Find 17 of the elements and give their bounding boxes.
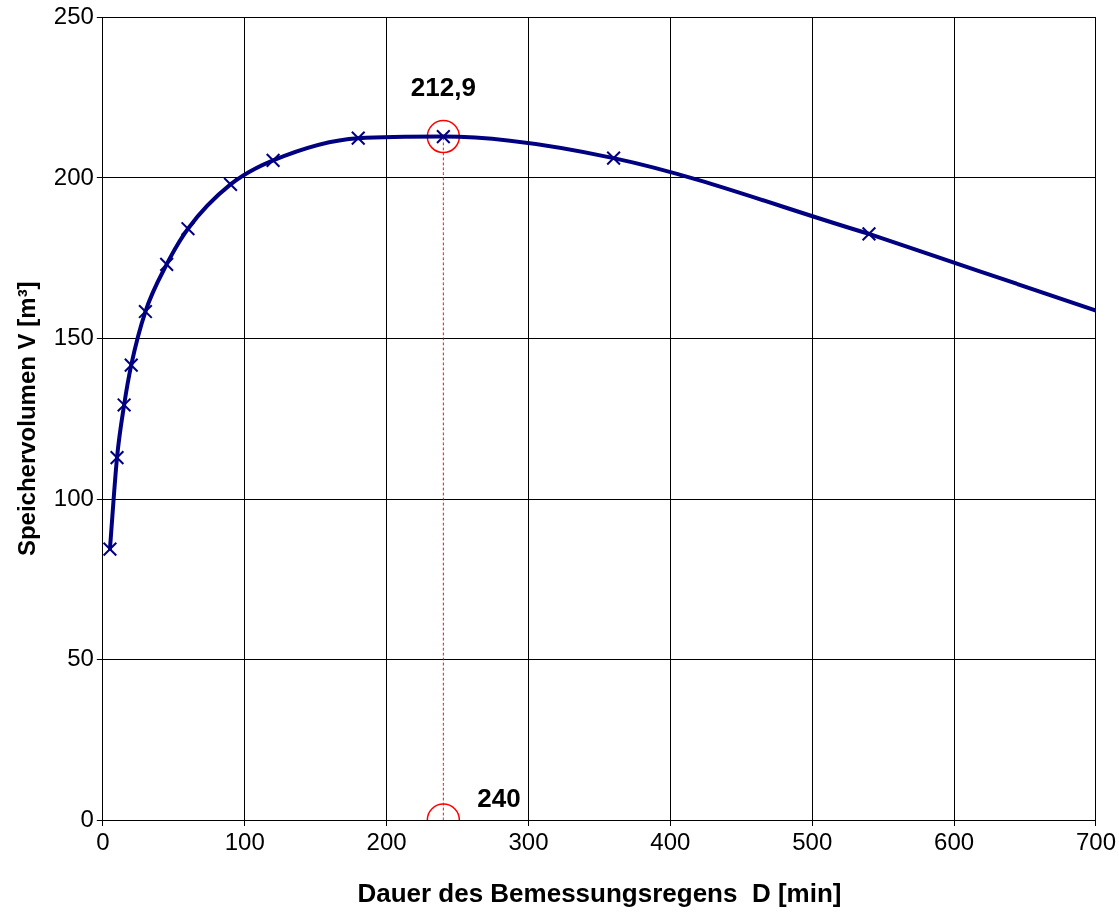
y-tick-label: 250 [53,2,94,30]
x-tick-label: 400 [650,828,691,856]
x-tick-label: 100 [224,828,265,856]
x-tick-label: 700 [1075,828,1116,856]
x-tick-label: 500 [792,828,833,856]
y-tick-label: 150 [53,323,94,351]
x-tick-label: 300 [508,828,549,856]
y-tick-label: 50 [67,644,94,672]
y-tick-label: 100 [53,483,94,511]
annotation: 212,9 [410,71,476,102]
y-tick-label: 0 [80,804,94,832]
y-axis-title: Speichervolumen V [m³] [13,281,41,557]
x-axis-title: Dauer des Bemessungsregens D [min] [357,877,842,908]
x-tick-label: 200 [366,828,407,856]
x-tick-label: 600 [934,828,975,856]
y-tick-label: 200 [53,162,94,190]
annotation: 240 [477,783,521,814]
